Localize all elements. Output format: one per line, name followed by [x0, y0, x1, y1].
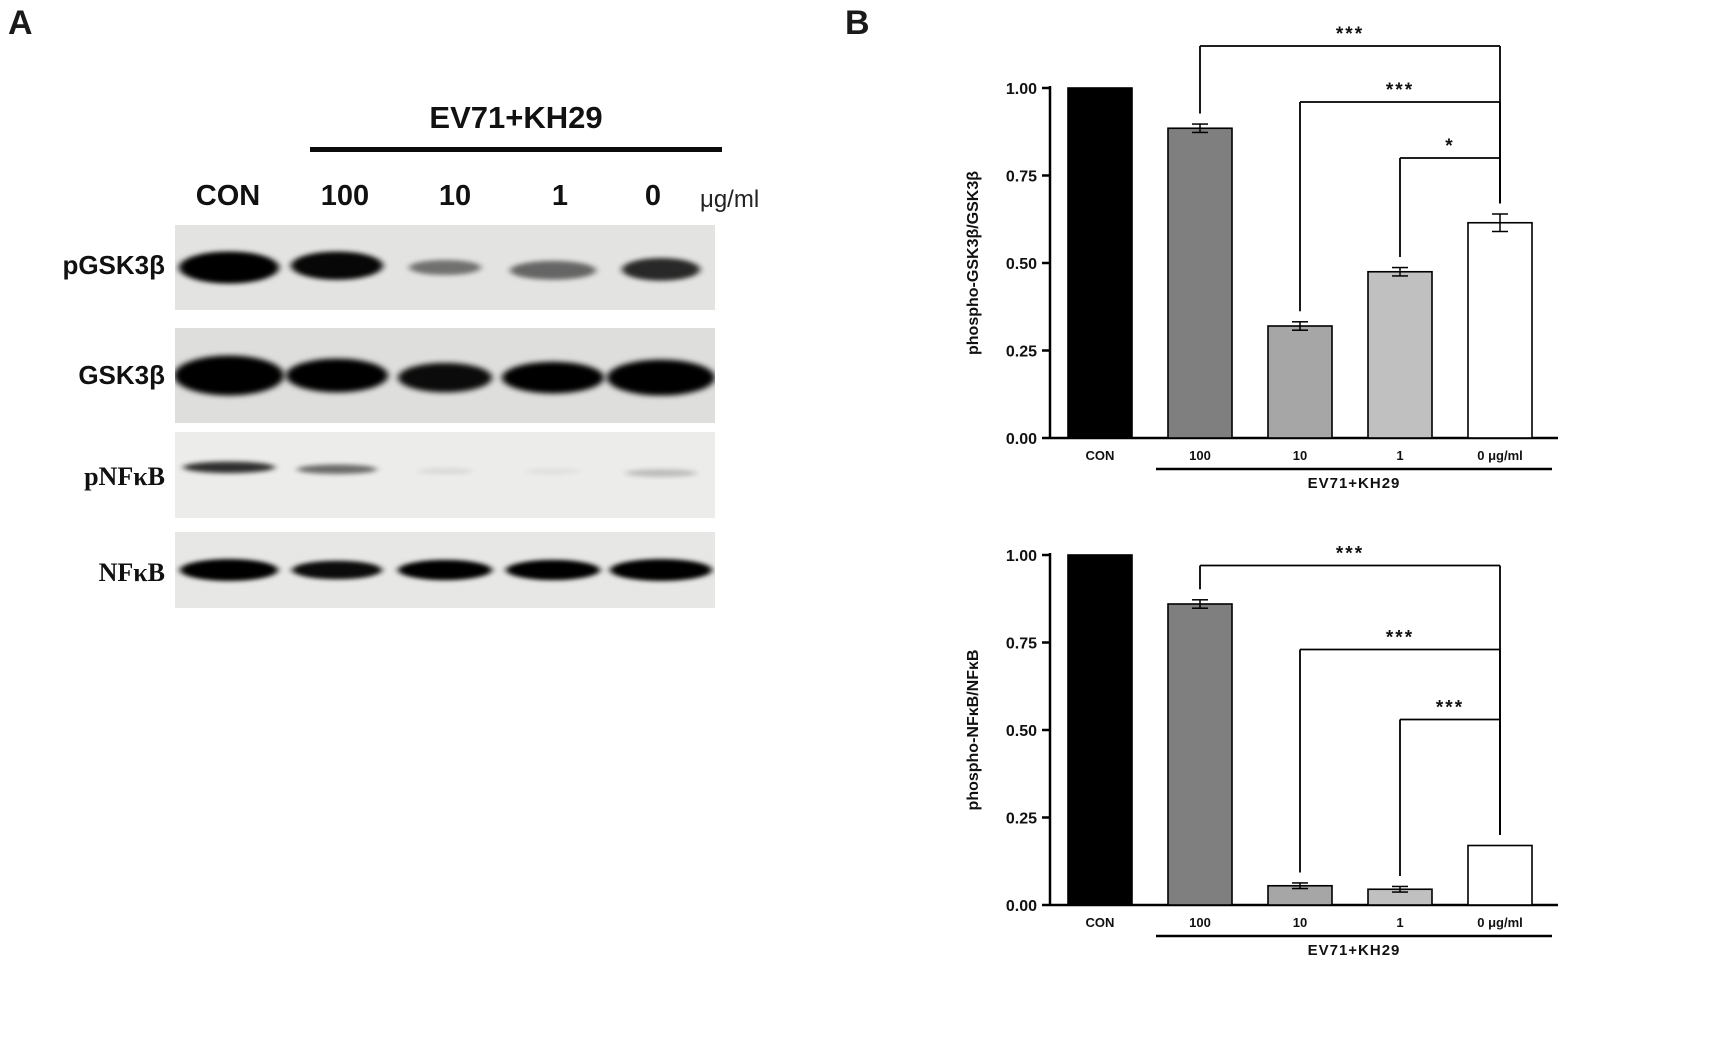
bar-100	[1167, 127, 1233, 439]
svg-text:1.00: 1.00	[1006, 81, 1037, 98]
svg-text:***: ***	[1386, 628, 1414, 649]
bar-CON	[1067, 87, 1133, 439]
blot-label-gsk3b: GSK3β	[78, 360, 165, 390]
svg-text:***: ***	[1336, 24, 1364, 45]
blot-band	[622, 258, 700, 281]
lane-label-con: CON	[195, 180, 261, 212]
svg-text:0 μg/ml: 0 μg/ml	[1477, 448, 1523, 463]
svg-text:0.75: 0.75	[1006, 169, 1037, 186]
pnfkb-blot-strip	[175, 432, 715, 518]
blot-band	[292, 560, 382, 580]
lane-label-1: 1	[551, 180, 569, 212]
gsk3b-blot-strip	[175, 328, 715, 423]
blot-band	[525, 468, 581, 475]
bar-100	[1167, 603, 1233, 906]
svg-text:EV71+KH29: EV71+KH29	[1308, 475, 1401, 492]
blot-label-pgsk3b: pGSK3β	[62, 250, 165, 280]
blot-band	[183, 461, 275, 474]
svg-text:0.00: 0.00	[1006, 898, 1037, 915]
svg-text:0.75: 0.75	[1006, 636, 1037, 653]
blot-band	[625, 469, 697, 477]
unit-label: μg/ml	[700, 186, 760, 213]
gsk3b-ratio-bar-chart: 0.00 0.25 0.50 0.75 1.00 phospho-GSK3β/GSK3β C…	[965, 24, 1558, 492]
svg-text:1: 1	[1396, 448, 1403, 463]
bar-CON	[1067, 554, 1133, 906]
treatment-group-underline	[310, 147, 722, 152]
treatment-group-header: EV71+KH29	[429, 100, 603, 135]
lane-label-10: 10	[438, 180, 472, 212]
panel-a-label: A	[8, 4, 33, 42]
blot-band	[180, 559, 278, 581]
svg-text:phospho-NFκB/NFκB: phospho-NFκB/NFκB	[965, 650, 982, 811]
blot-label-pnfkb: pNFκB	[84, 462, 165, 491]
bar-0 μg/ml	[1467, 844, 1533, 906]
blot-band	[179, 251, 279, 284]
svg-text:0.00: 0.00	[1006, 431, 1037, 448]
lane-label-0: 0	[644, 180, 662, 212]
bar-10	[1267, 325, 1333, 439]
svg-text:***: ***	[1336, 544, 1364, 565]
svg-text:*: *	[1445, 136, 1454, 157]
blot-band	[286, 358, 388, 393]
blot-band	[610, 559, 712, 581]
svg-text:***: ***	[1436, 698, 1464, 719]
svg-text:10: 10	[1293, 448, 1307, 463]
svg-text:1: 1	[1396, 915, 1403, 930]
blot-band	[398, 362, 492, 393]
blot-band	[297, 464, 377, 475]
lane-label-100: 100	[320, 180, 370, 212]
svg-text:100: 100	[1189, 448, 1211, 463]
svg-text:***: ***	[1386, 80, 1414, 101]
bar-1	[1367, 270, 1433, 439]
svg-text:CON: CON	[1086, 915, 1115, 930]
svg-text:100: 100	[1189, 915, 1211, 930]
svg-text:EV71+KH29: EV71+KH29	[1308, 942, 1401, 959]
svg-text:0.50: 0.50	[1006, 256, 1037, 273]
blot-band	[607, 359, 715, 396]
blot-label-nfkb: NFκB	[98, 558, 165, 587]
svg-text:phospho-GSK3β/GSK3β: phospho-GSK3β/GSK3β	[965, 171, 982, 355]
pgsk3b-blot-strip	[175, 225, 715, 310]
blot-band	[506, 559, 600, 581]
svg-text:0.25: 0.25	[1006, 811, 1037, 828]
blot-band	[398, 559, 492, 581]
svg-text:0.50: 0.50	[1006, 723, 1037, 740]
svg-text:0.25: 0.25	[1006, 344, 1037, 361]
bar-0 μg/ml	[1467, 221, 1533, 439]
svg-text:1.00: 1.00	[1006, 548, 1037, 565]
blot-band	[510, 260, 596, 280]
nfkb-ratio-bar-chart: 0.00 0.25 0.50 0.75 1.00 phospho-NFκB/NFκB CON…	[965, 544, 1558, 959]
svg-text:0 μg/ml: 0 μg/ml	[1477, 915, 1523, 930]
blot-band	[409, 259, 481, 276]
blot-band	[417, 468, 473, 475]
svg-text:CON: CON	[1086, 448, 1115, 463]
blot-band	[291, 251, 383, 280]
panel-b-label: B	[845, 4, 870, 42]
blot-band	[175, 355, 284, 396]
lane-label-row: CON 100 10 1 0 μg/ml	[175, 180, 835, 222]
svg-text:10: 10	[1293, 915, 1307, 930]
nfkb-blot-strip	[175, 532, 715, 608]
blot-band	[502, 361, 604, 394]
